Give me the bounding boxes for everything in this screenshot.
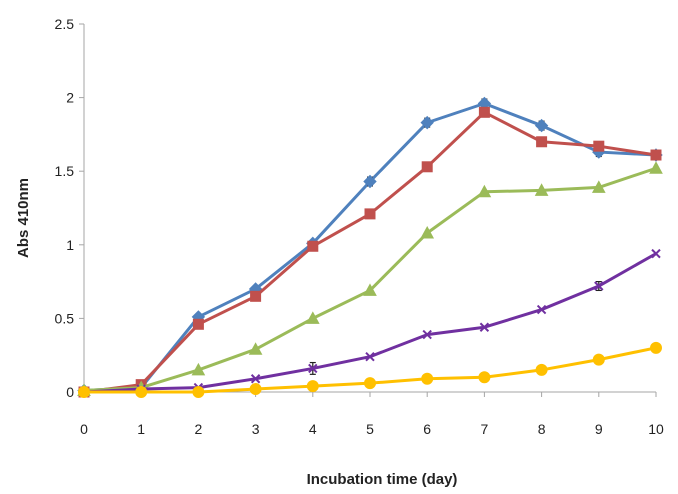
data-point [191, 362, 206, 376]
series-diamond [77, 96, 663, 398]
data-point [421, 161, 433, 173]
data-point [534, 118, 549, 133]
data-point [420, 225, 435, 239]
data-point [536, 136, 548, 148]
data-point [420, 115, 434, 130]
x-tick-label: 4 [309, 421, 317, 437]
data-point [477, 184, 492, 198]
x-tick-label: 8 [538, 421, 546, 437]
data-point [535, 363, 548, 376]
data-point [651, 248, 661, 259]
series-square [78, 106, 662, 398]
y-tick-label: 0 [66, 384, 74, 400]
data-point [305, 311, 320, 324]
data-point [593, 140, 605, 152]
data-point [249, 383, 262, 396]
data-point [248, 342, 263, 355]
data-point [478, 106, 490, 118]
y-tick-label: 1.5 [55, 163, 75, 179]
y-tick-label: 2.5 [55, 16, 75, 32]
data-point [650, 149, 662, 161]
x-tick-label: 2 [195, 421, 203, 437]
data-point [365, 351, 375, 362]
axes [83, 24, 656, 393]
y-tick-label: 0.5 [55, 310, 75, 326]
data-point [421, 372, 434, 385]
data-point [591, 180, 606, 193]
data-point [306, 380, 319, 393]
series-line [83, 101, 657, 393]
data-point [192, 318, 204, 330]
y-axis-title: Abs 410nm [15, 178, 32, 258]
data-point [192, 386, 205, 398]
x-tick-label: 3 [252, 421, 260, 437]
series-layer [77, 96, 663, 398]
series-cross [79, 248, 661, 397]
data-point [478, 371, 491, 384]
x-axis-title: Incubation time (day) [307, 471, 458, 488]
data-point [363, 283, 377, 296]
x-tick-label: 6 [423, 421, 431, 437]
x-tick-label: 9 [595, 421, 603, 437]
y-axis-ticks: 0 0.5 1 1.5 2 2.5 [55, 16, 84, 400]
series-circle [78, 341, 662, 398]
x-tick-label: 0 [80, 421, 88, 437]
y-tick-label: 2 [66, 90, 74, 106]
data-point [650, 341, 662, 354]
x-tick-label: 7 [481, 421, 489, 437]
data-point [250, 290, 262, 302]
data-point [592, 353, 605, 366]
data-point [250, 374, 261, 384]
data-point [649, 161, 663, 174]
data-point [364, 208, 376, 220]
data-point [363, 174, 377, 189]
data-point [135, 386, 148, 398]
data-point [307, 240, 319, 252]
data-point [422, 329, 432, 340]
data-point [534, 183, 549, 196]
data-point [78, 386, 90, 398]
x-tick-label: 1 [137, 421, 145, 437]
data-point [536, 304, 547, 315]
y-tick-label: 1 [66, 237, 74, 253]
data-point [364, 377, 376, 390]
data-point [479, 322, 490, 332]
series-line [83, 252, 657, 394]
x-tick-label: 5 [366, 421, 374, 437]
data-point [594, 281, 604, 291]
x-tick-label: 10 [648, 421, 664, 437]
data-point [308, 363, 318, 374]
x-axis-ticks: 0 1 2 3 4 5 6 7 8 9 10 [80, 392, 664, 437]
